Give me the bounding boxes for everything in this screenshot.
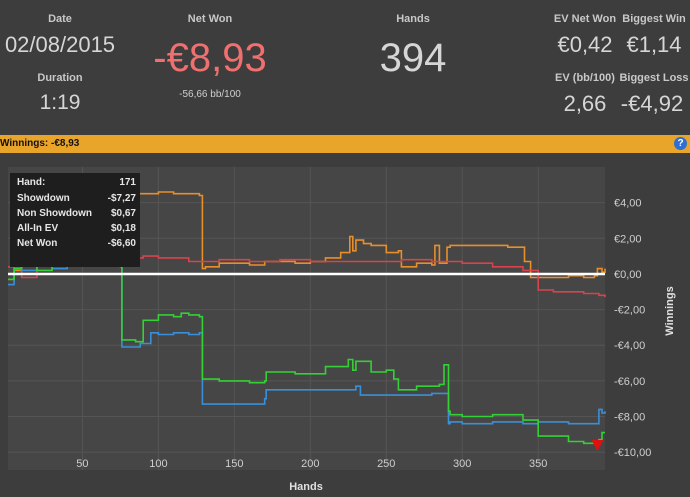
hands-value-box: 394	[340, 36, 486, 81]
duration-value: 1:19	[39, 91, 81, 114]
winnings-text: Winnings: -€8,93	[0, 138, 79, 149]
tooltip-value: -$7,27	[107, 193, 136, 204]
ev-bb-value-box: 2,66	[545, 91, 625, 117]
x-tick-label: 100	[149, 458, 167, 470]
tooltip-value: $0,18	[110, 223, 136, 234]
tooltip-key: All-In EV	[17, 223, 59, 234]
net-won-label: Net Won	[187, 13, 233, 25]
date-stat: Date	[25, 13, 95, 25]
y-tick-label: €4,00	[614, 198, 642, 210]
y-tick-label: -€4,00	[614, 340, 645, 352]
x-tick-label: 150	[225, 458, 243, 470]
net-won-bb: -56,66 bb/100	[179, 89, 241, 100]
help-icon[interactable]: ?	[674, 137, 687, 150]
hands-value: 394	[379, 36, 447, 80]
x-tick-label: 350	[529, 458, 547, 470]
y-tick-label: -€2,00	[614, 305, 645, 317]
y-axis-label: Winnings	[664, 286, 676, 335]
grid	[8, 167, 605, 470]
duration-value-box: 1:19	[10, 91, 110, 115]
ev-bb-label: EV (bb/100)	[555, 72, 615, 84]
y-tick-label: -€6,00	[614, 376, 645, 388]
hands-label: Hands	[396, 13, 430, 25]
duration-label: Duration	[37, 72, 83, 84]
net-won-stat: Net Won	[160, 13, 260, 25]
biggest-loss-value: -€4,92	[620, 91, 684, 116]
x-axis-label: Hands	[289, 481, 323, 493]
x-tick-label: 300	[453, 458, 471, 470]
winnings-value: -€8,93	[51, 138, 80, 149]
winnings-bar: Winnings: -€8,93 ?	[0, 135, 690, 153]
biggest-win-label: Biggest Win	[622, 13, 686, 25]
ev-net-won-value: €0,42	[557, 32, 613, 57]
y-tick-label: €2,00	[614, 233, 642, 245]
tooltip-row-net-won: Net Won -$6,60	[17, 238, 136, 252]
biggest-win-value: €1,14	[626, 32, 682, 57]
duration-stat: Duration	[25, 72, 95, 84]
x-ticks: 50 100 150 200 250 300 350	[76, 458, 547, 470]
y-tick-label: -€10,00	[614, 447, 651, 459]
x-tick-label: 50	[76, 458, 88, 470]
tooltip-value: 171	[119, 177, 136, 188]
y-ticks: €4,00 €2,00 €0,00 -€2,00 -€4,00 -€6,00 -€8,00 -…	[614, 198, 651, 460]
hands-stat: Hands	[363, 13, 463, 25]
tooltip-key: Showdown	[17, 193, 70, 204]
date-label: Date	[48, 13, 72, 25]
low-marker-icon	[591, 440, 604, 452]
ev-bb-value: 2,66	[563, 91, 607, 116]
tooltip-key: Net Won	[17, 238, 58, 249]
tooltip-row-non-showdown: Non Showdown $0,67	[17, 208, 136, 222]
tooltip-value: $0,67	[110, 208, 136, 219]
tooltip-value: -$6,60	[107, 238, 136, 249]
ev-net-won-value-box: €0,42	[545, 32, 625, 58]
hand-tooltip: Hand: 171 Showdown -$7,27 Non Showdown $0,6…	[10, 173, 140, 267]
biggest-loss-value-box: -€4,92	[614, 91, 690, 117]
y-tick-label: -€8,00	[614, 412, 645, 424]
date-value-box: 02/08/2015	[0, 32, 120, 58]
tooltip-row-showdown: Showdown -$7,27	[17, 193, 136, 207]
date-value: 02/08/2015	[4, 32, 116, 57]
tooltip-row-hand: Hand: 171	[17, 177, 136, 191]
net-won-value: -€8,93	[153, 36, 267, 80]
biggest-win-stat: Biggest Win	[618, 13, 690, 25]
ev-net-won-label: EV Net Won	[553, 13, 617, 25]
net-won-bb-box: -56,66 bb/100	[160, 89, 260, 100]
net-won-value-box: -€8,93	[130, 36, 290, 81]
biggest-loss-label: Biggest Loss	[619, 72, 689, 84]
winnings-label: Winnings:	[0, 138, 49, 149]
ev-net-won-stat: EV Net Won	[550, 13, 620, 25]
ev-bb-stat: EV (bb/100)	[550, 72, 620, 84]
x-tick-label: 250	[377, 458, 395, 470]
x-tick-label: 200	[301, 458, 319, 470]
biggest-loss-stat: Biggest Loss	[618, 72, 690, 84]
y-tick-label: €0,00	[614, 269, 642, 281]
tooltip-key: Hand:	[17, 177, 46, 188]
tooltip-row-all-in-ev: All-In EV $0,18	[17, 223, 136, 237]
biggest-win-value-box: €1,14	[618, 32, 690, 58]
tooltip-key: Non Showdown	[17, 208, 92, 219]
